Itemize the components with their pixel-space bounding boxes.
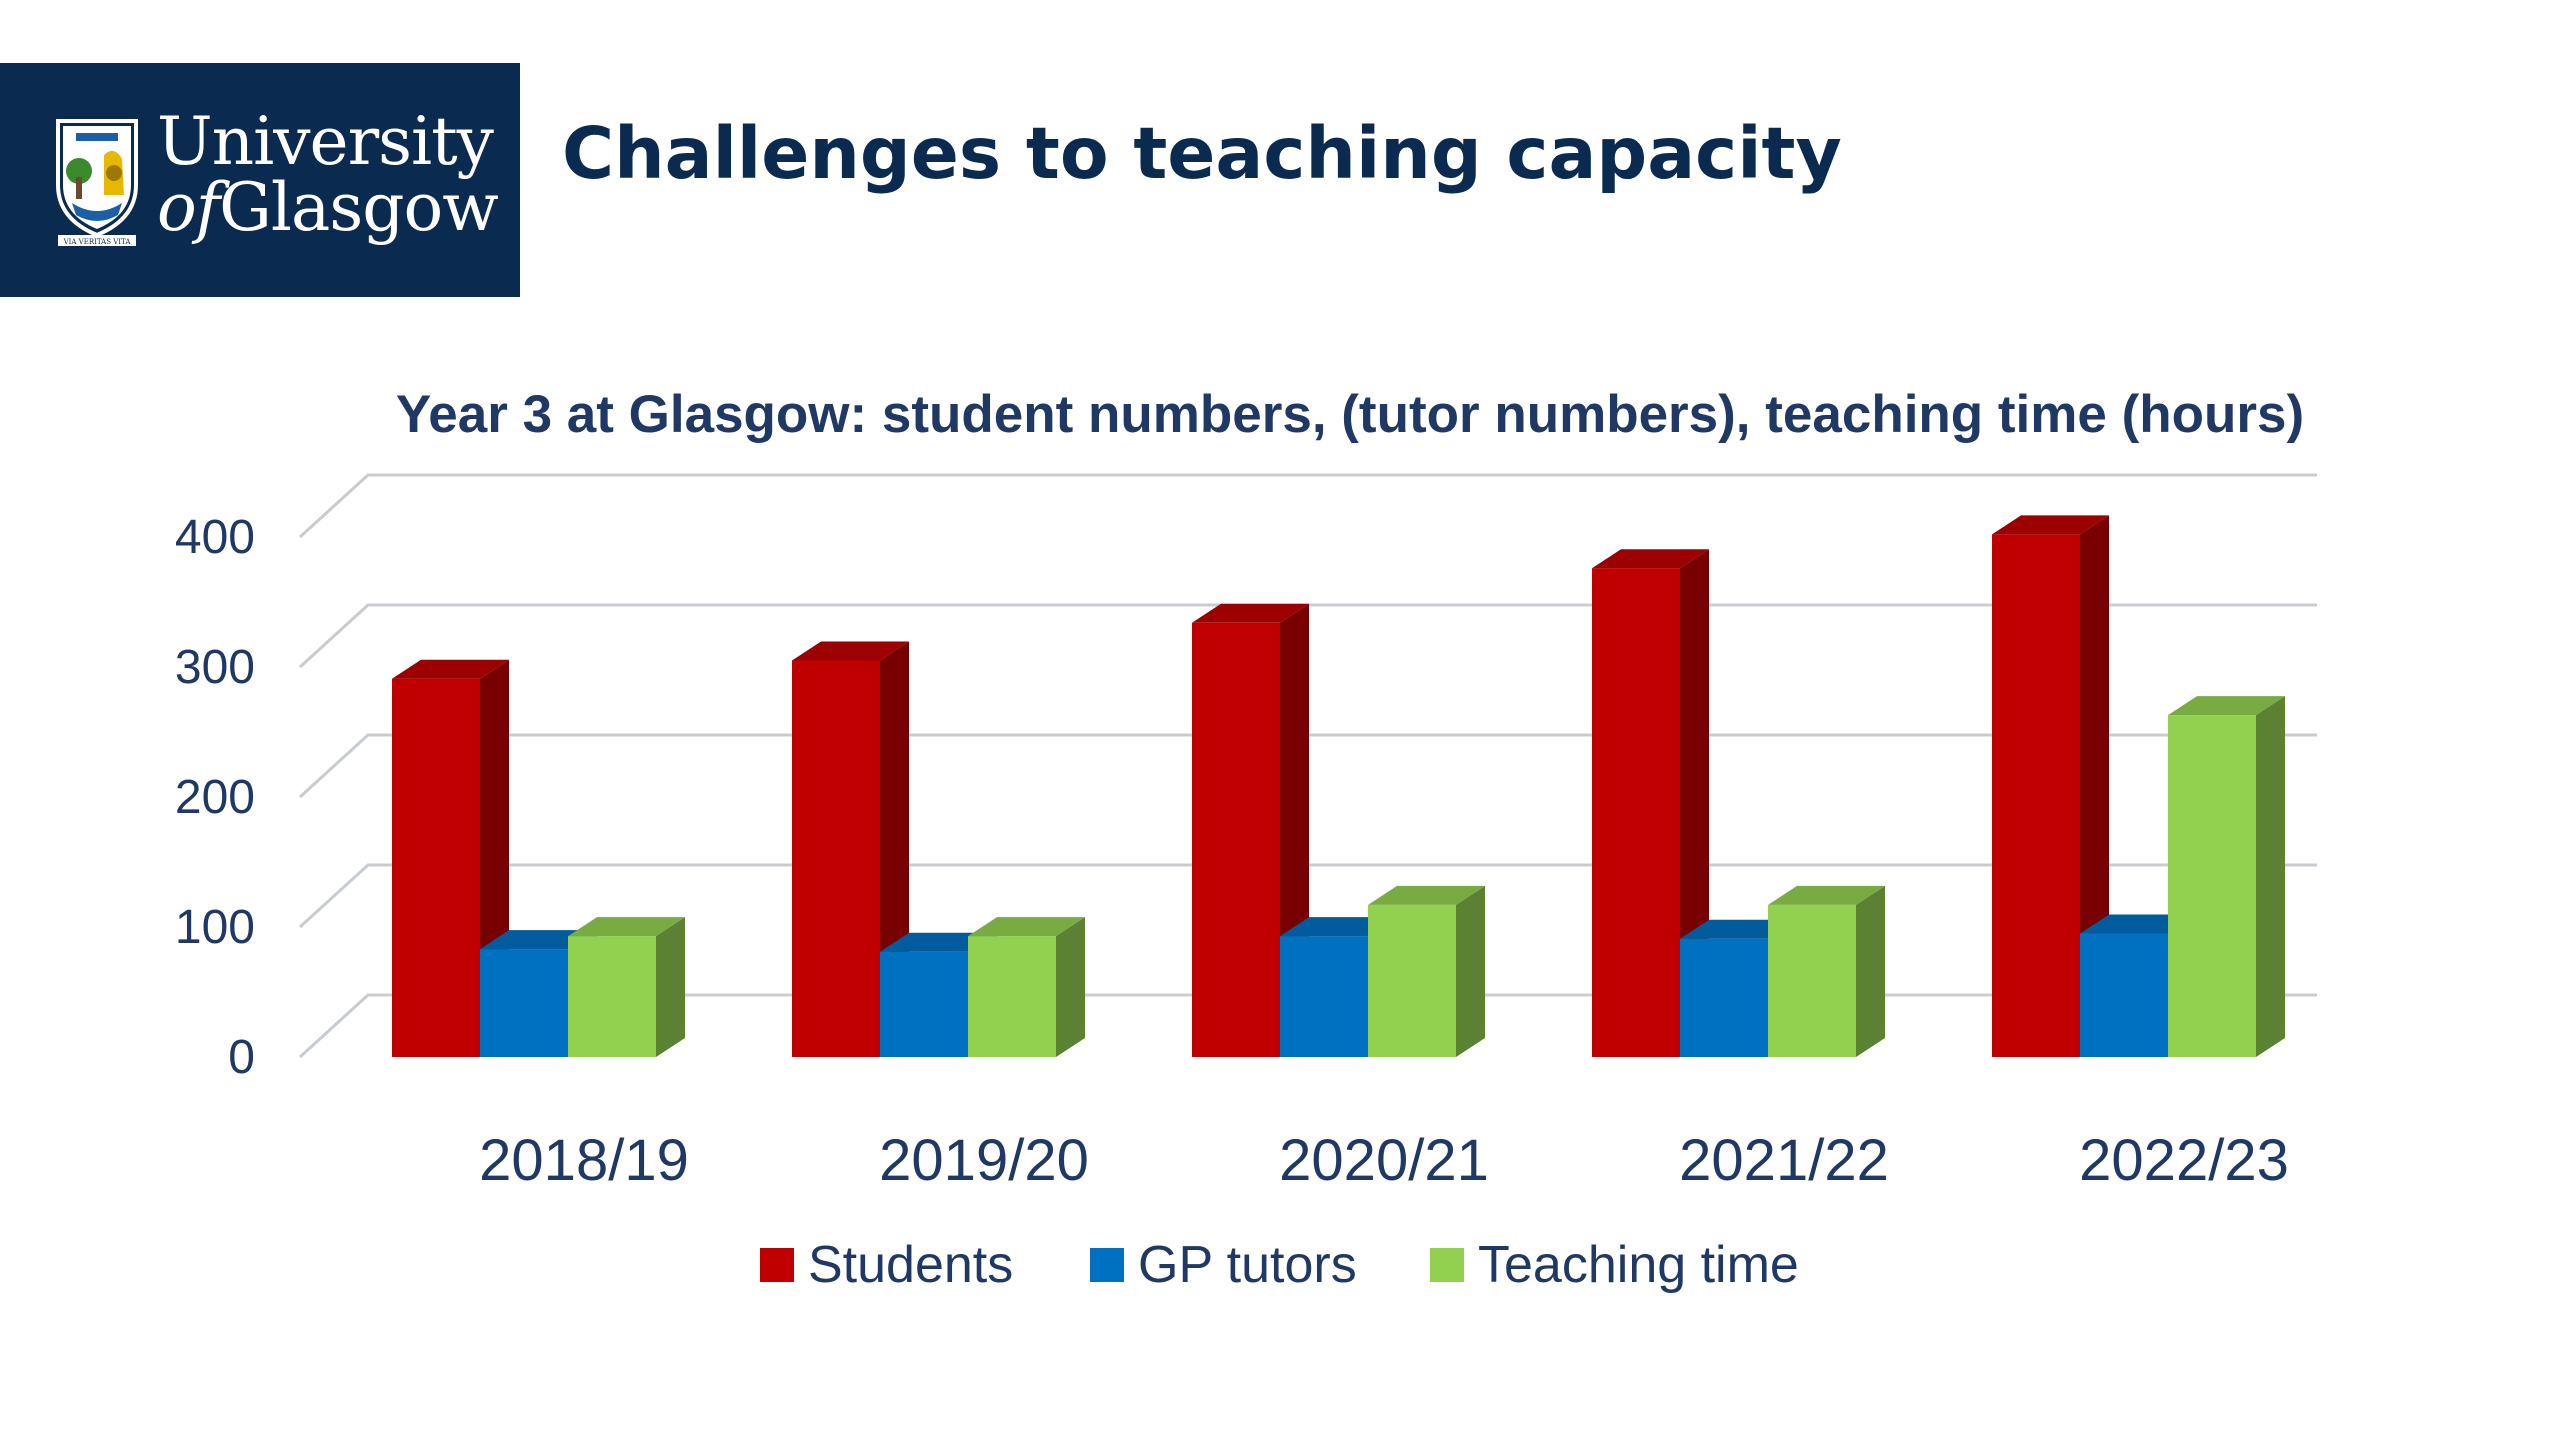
y-tick-label: 0 <box>228 1031 255 1084</box>
bar-top <box>568 917 685 937</box>
bar-front <box>2080 933 2168 1057</box>
x-tick-label: 2019/20 <box>879 1128 1089 1193</box>
bar-front <box>568 936 656 1057</box>
bar <box>1368 885 1485 1057</box>
bar-top <box>1992 515 2109 535</box>
legend-item: GP tutors <box>1090 1236 1357 1294</box>
logo-line-1: University <box>157 103 494 180</box>
bar-top <box>1680 919 1797 939</box>
bar-side <box>2256 696 2285 1057</box>
bar <box>1768 885 1885 1057</box>
bar-front <box>1192 622 1280 1057</box>
bar <box>2168 696 2285 1057</box>
legend-swatch <box>1090 1248 1124 1282</box>
bar <box>568 917 685 1057</box>
bar-front <box>1680 938 1768 1057</box>
y-tick-label: 100 <box>175 901 255 954</box>
bar-top <box>1192 603 1309 623</box>
legend-item: Teaching time <box>1430 1236 1799 1294</box>
bar-top <box>880 932 997 952</box>
logo-glasgow: Glasgow <box>219 169 499 246</box>
logo-motto: VIA VERITAS VITA <box>63 238 132 246</box>
x-axis: 2018/19 2019/20 2020/21 2021/22 2022/23 <box>479 1128 2289 1193</box>
bar-side <box>1056 917 1085 1057</box>
bar-top <box>1592 549 1709 569</box>
bar-front <box>1768 904 1856 1057</box>
bars <box>392 515 2285 1057</box>
x-tick-label: 2021/22 <box>1679 1128 1889 1193</box>
bar-top <box>392 659 509 679</box>
bar-front <box>2168 715 2256 1057</box>
bar-front <box>968 936 1056 1057</box>
bar-front <box>880 951 968 1057</box>
bar-side <box>1856 885 1885 1057</box>
y-axis: 0 100 200 300 400 <box>175 511 255 1084</box>
bar <box>968 917 1085 1057</box>
logo-of: of <box>157 169 220 246</box>
x-tick-label: 2020/21 <box>1279 1128 1489 1193</box>
y-tick-label: 300 <box>175 641 255 694</box>
legend-item: Students <box>760 1236 1013 1294</box>
crest-icon: VIA VERITAS VITA <box>56 119 138 246</box>
y-tick-label: 400 <box>175 511 255 564</box>
bar-front <box>1992 534 2080 1057</box>
bar-top <box>792 641 909 661</box>
legend-label: GP tutors <box>1138 1236 1357 1294</box>
bar-top <box>480 930 597 950</box>
legend-label: Students <box>808 1236 1013 1294</box>
bar-front <box>792 660 880 1057</box>
chart-title: Year 3 at Glasgow: student numbers, (tut… <box>396 385 2304 444</box>
bar-front <box>1592 568 1680 1057</box>
bar-top <box>2080 914 2197 934</box>
bar-front <box>1280 936 1368 1057</box>
bar-front <box>1368 904 1456 1057</box>
bar-top <box>1280 917 1397 937</box>
legend: Students GP tutors Teaching time <box>760 1236 1799 1294</box>
bar-top <box>968 917 1085 937</box>
legend-swatch <box>760 1248 794 1282</box>
slide-title: Challenges to teaching capacity <box>562 112 1842 195</box>
legend-label: Teaching time <box>1478 1236 1799 1294</box>
bar-side <box>656 917 685 1057</box>
bar-side <box>1456 885 1485 1057</box>
logo-line-2: ofGlasgow <box>157 175 499 241</box>
legend-swatch <box>1430 1248 1464 1282</box>
gridline <box>298 473 2317 539</box>
bar-front <box>480 949 568 1057</box>
university-logo: VIA VERITAS VITA University ofGlasgow <box>0 63 520 297</box>
bar-top <box>2168 696 2285 716</box>
bar-front <box>392 678 480 1057</box>
x-tick-label: 2022/23 <box>2079 1128 2289 1193</box>
logo-wordmark: University ofGlasgow <box>157 103 499 241</box>
y-tick-label: 200 <box>175 771 255 824</box>
x-tick-label: 2018/19 <box>479 1128 689 1193</box>
bar-top <box>1768 885 1885 905</box>
bar-top <box>1368 885 1485 905</box>
